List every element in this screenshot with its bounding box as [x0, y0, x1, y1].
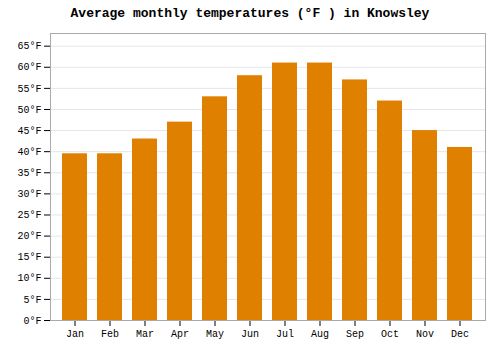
svg-text:50°F: 50°F [17, 105, 41, 116]
svg-text:Nov: Nov [416, 329, 434, 340]
svg-text:Jan: Jan [66, 329, 84, 340]
svg-text:25°F: 25°F [17, 210, 41, 221]
svg-text:30°F: 30°F [17, 189, 41, 200]
svg-text:Apr: Apr [171, 329, 189, 340]
svg-text:Feb: Feb [101, 329, 119, 340]
svg-text:40°F: 40°F [17, 147, 41, 158]
svg-text:Dec: Dec [451, 329, 469, 340]
svg-text:60°F: 60°F [17, 62, 41, 73]
html-text:Average monthly temperatures (: Average monthly temperatures (°F ) in Kn… [70, 6, 430, 21]
svg-text:Jul: Jul [276, 329, 294, 340]
svg-text:Aug: Aug [311, 329, 329, 340]
svg-text:Oct: Oct [381, 329, 399, 340]
svg-text:10°F: 10°F [17, 273, 41, 284]
svg-text:20°F: 20°F [17, 231, 41, 242]
svg-text:5°F: 5°F [23, 295, 41, 306]
svg-text:0°F: 0°F [23, 316, 41, 327]
svg-text:15°F: 15°F [17, 252, 41, 263]
svg-text:45°F: 45°F [17, 126, 41, 137]
svg-text:Sep: Sep [346, 329, 364, 340]
svg-text:55°F: 55°F [17, 84, 41, 95]
svg-text:Jun: Jun [241, 329, 259, 340]
svg-text:Mar: Mar [136, 329, 154, 340]
svg-text:65°F: 65°F [17, 41, 41, 52]
svg-text:May: May [206, 329, 224, 340]
svg-text:35°F: 35°F [17, 168, 41, 179]
